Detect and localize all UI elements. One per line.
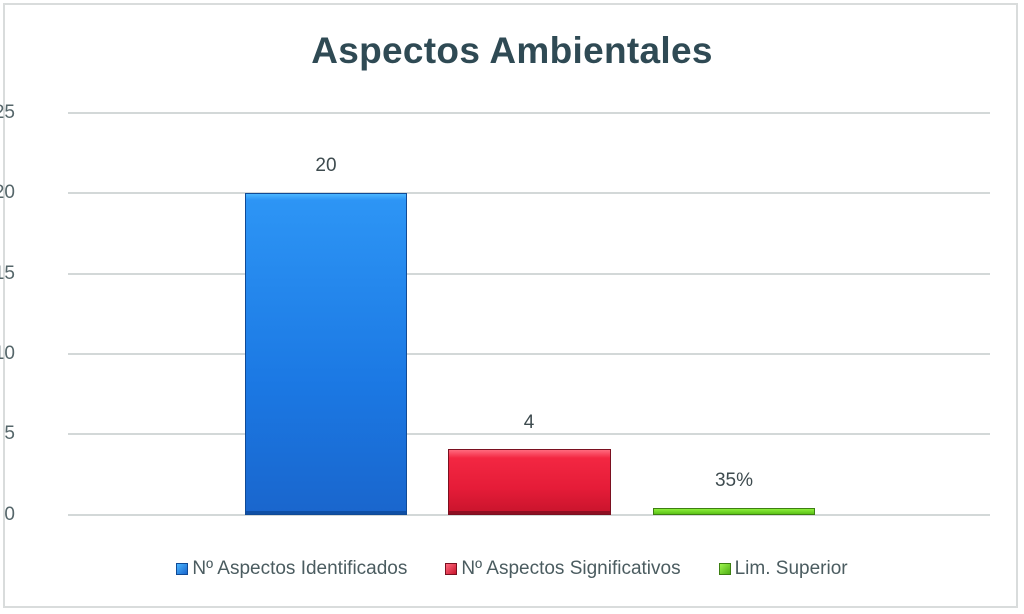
gridline-10 [68,353,990,355]
y-tick-label: 15 [0,263,15,284]
gridline-15 [68,273,990,275]
chart-title: Aspectos Ambientales [311,30,713,71]
gridline-25 [68,112,990,114]
y-tick-label: 20 [0,182,15,203]
data-label-lim-superior: 35% [714,470,754,491]
bar-aspectos-identificados[interactable] [245,193,407,515]
data-label-significativos: 4 [523,412,535,433]
legend-swatch-green [718,563,731,575]
y-tick-label: 0 [4,504,15,525]
gridline-5 [68,433,990,435]
legend-label: Nº Aspectos Identificados [192,558,408,579]
y-tick-label: 25 [0,102,15,123]
legend-swatch-red [445,563,458,575]
plot-area: 25 20 15 10 5 0 20 4 35% [0,102,990,525]
legend-swatch-blue [176,563,189,575]
gridline-20 [68,192,990,194]
legend-item-identificados[interactable]: Nº Aspectos Identificados [176,558,407,580]
legend-label: Nº Aspectos Significativos [461,558,681,579]
data-label-identificados: 20 [315,155,337,176]
legend-item-lim-superior[interactable]: Lim. Superior [718,558,848,580]
y-tick-label: 10 [0,343,15,364]
legend-item-significativos[interactable]: Nº Aspectos Significativos [445,558,681,580]
bar-lim-superior[interactable] [653,508,815,515]
gridline-0 [68,514,990,516]
chart-legend: Nº Aspectos Identificados Nº Aspectos Si… [0,558,1024,580]
bar-aspectos-significativos[interactable] [448,449,611,515]
legend-label: Lim. Superior [734,558,848,579]
y-tick-label: 5 [4,423,15,444]
